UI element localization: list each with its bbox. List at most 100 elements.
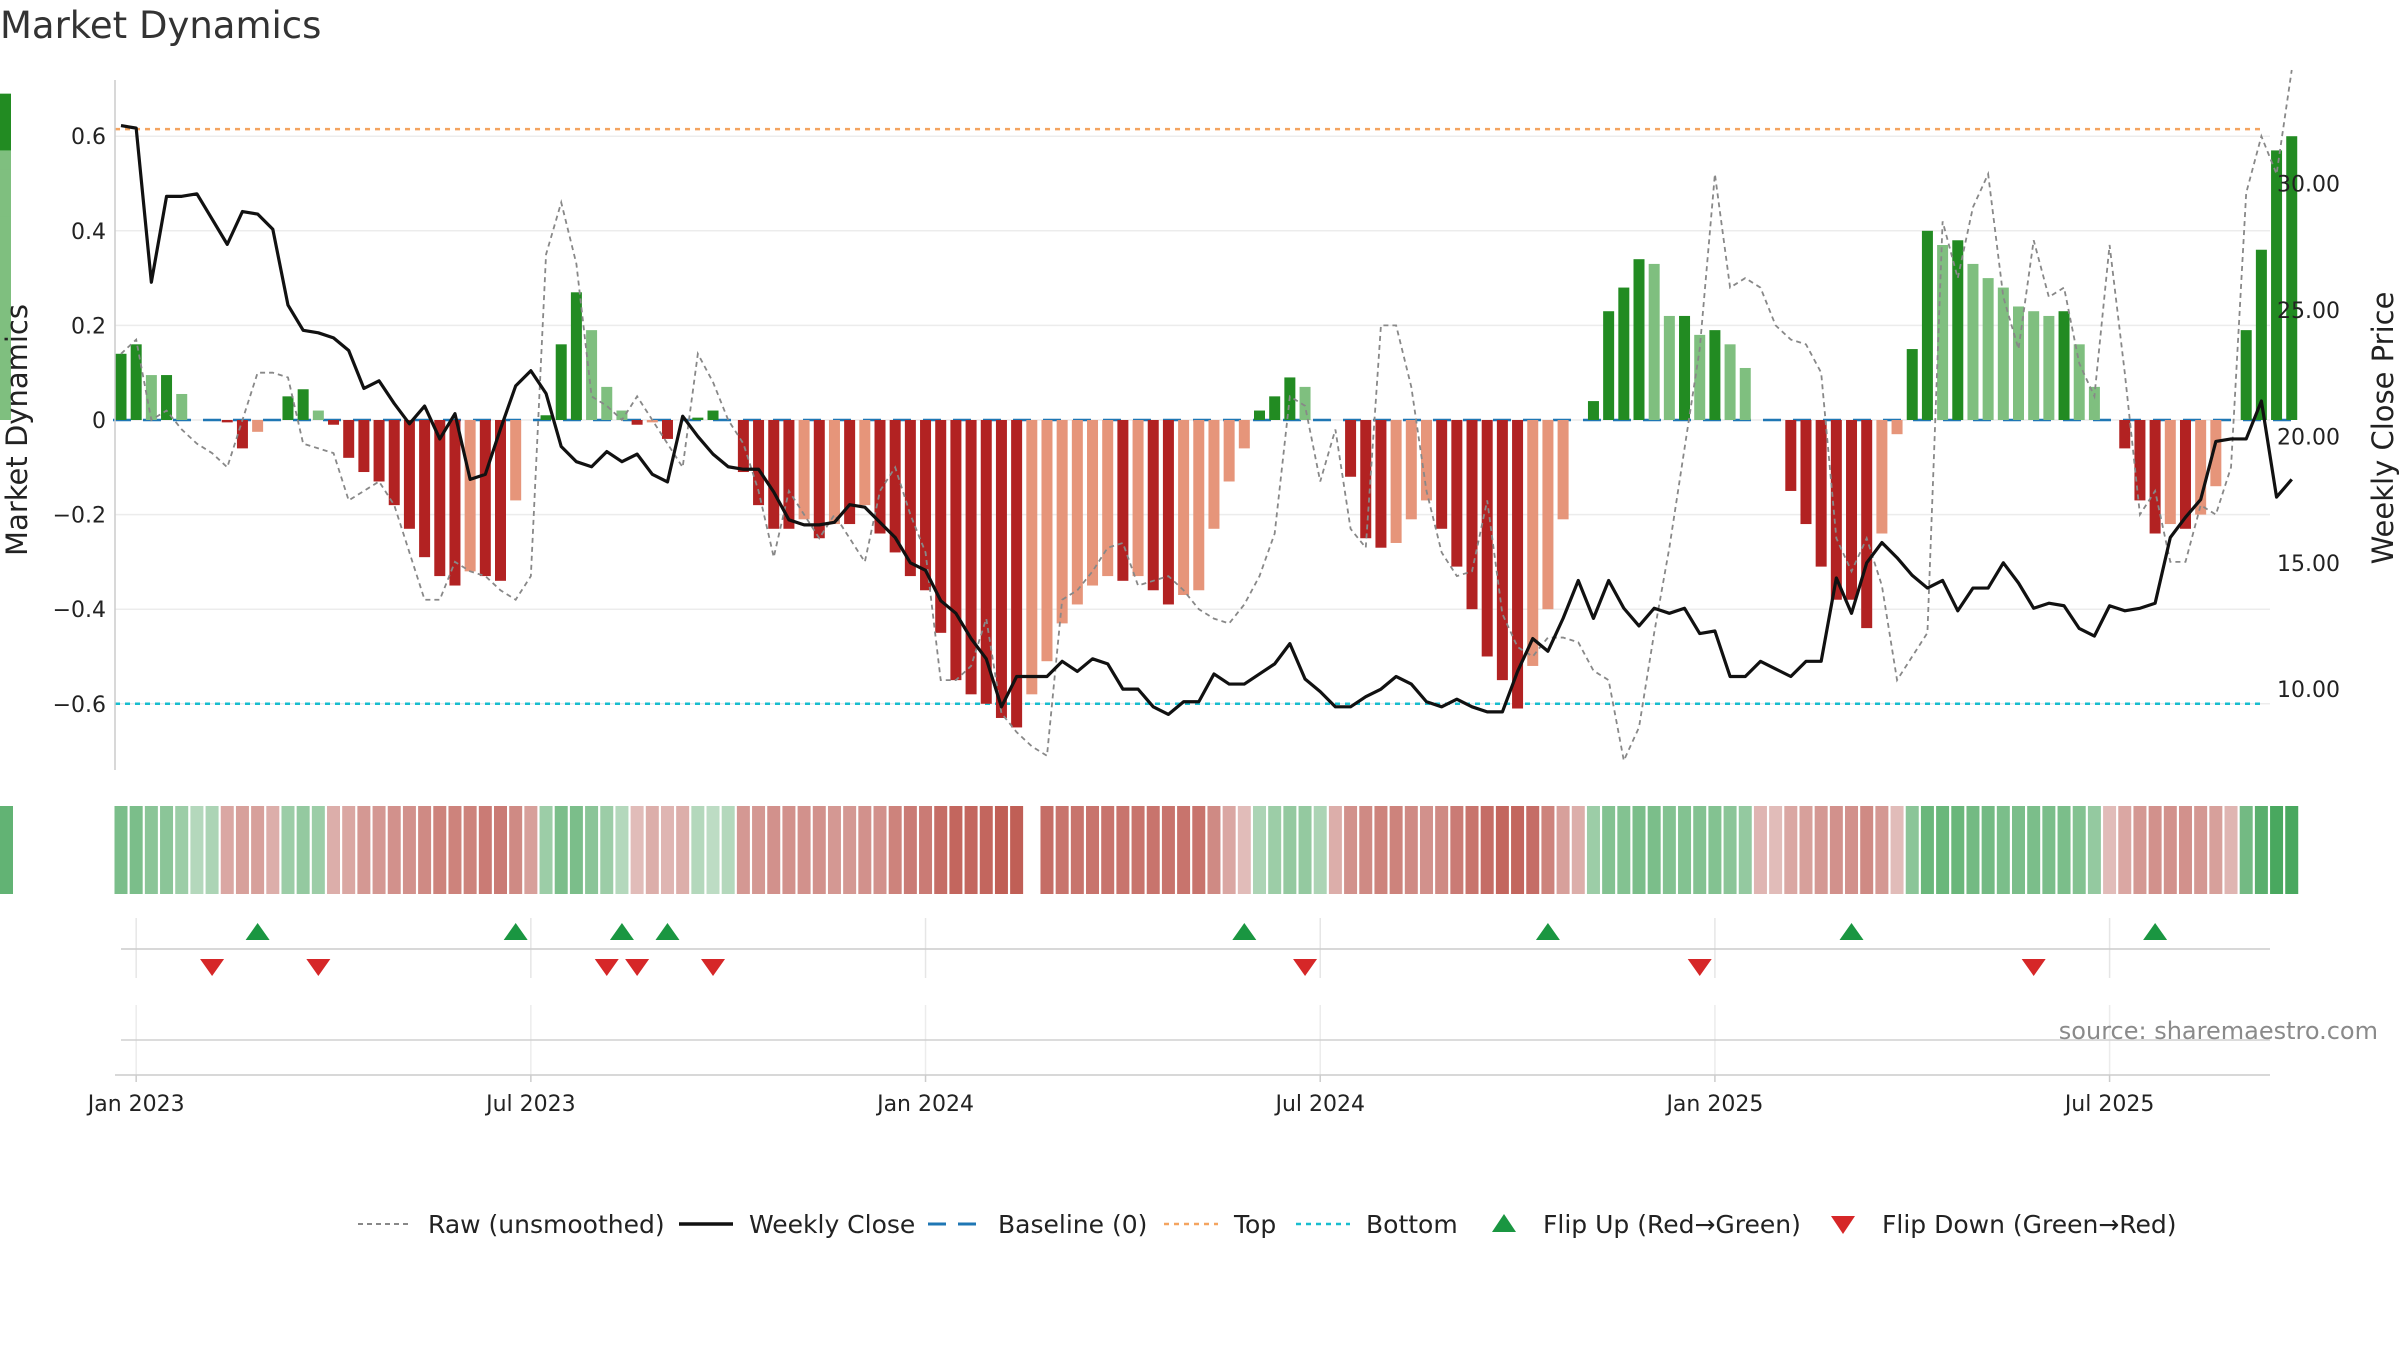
y-tick-label-left: −0.4: [53, 598, 106, 623]
dynamics-bar: [768, 420, 780, 529]
dynamics-bar: [1026, 420, 1038, 695]
regime-cell: [1905, 806, 1919, 894]
dynamics-bar: [920, 420, 932, 591]
flip-up-marker: [503, 923, 528, 940]
regime-cell: [1814, 806, 1828, 894]
dynamics-bar: [737, 420, 749, 473]
flip-up-marker: [2143, 923, 2168, 940]
regime-cell: [2163, 806, 2177, 894]
x-axis: Jan 2023 Jul 2023 Jan 2024 Jul 2024 Jan 2025…: [86, 1075, 2154, 1117]
y-tick-label-right: 25.00: [2277, 299, 2340, 324]
dynamics-bar: [495, 420, 506, 581]
regime-cell: [1055, 806, 1069, 894]
dynamics-bar: [555, 344, 567, 420]
dynamics-bar: [1937, 245, 1949, 420]
regime-cell: [660, 806, 674, 894]
regime-cell: [1966, 806, 1980, 894]
dynamics-bar: [1117, 420, 1129, 581]
flip-up-marker: [1232, 923, 1257, 940]
regime-cell: [615, 806, 629, 894]
regime-cell: [1981, 806, 1995, 894]
dynamics-bar: [1830, 420, 1842, 600]
reference-lines: [113, 127, 2300, 706]
dynamics-bar: [2240, 330, 2252, 420]
regime-cell: [2027, 806, 2041, 894]
legend-label: Bottom: [1366, 1210, 1458, 1239]
dynamics-bar: [1451, 420, 1463, 567]
dynamics-bar: [145, 375, 157, 420]
raw-series-group: [120, 69, 2293, 764]
dynamics-bar: [1921, 230, 1933, 420]
dynamics-bar: [221, 420, 233, 423]
regime-cell: [190, 806, 204, 894]
regime-cell: [494, 806, 507, 894]
regime-cell: [1222, 806, 1236, 894]
regime-cell: [1495, 806, 1509, 894]
regime-cell: [0, 806, 13, 894]
dynamics-bar: [813, 420, 825, 539]
regime-cell: [2254, 806, 2268, 894]
dynamics-bar: [1466, 420, 1478, 610]
dynamics-bar: [1436, 420, 1448, 529]
dynamics-bar: [1162, 420, 1174, 605]
flip-markers-panel: [121, 918, 2270, 978]
dynamics-bar: [1876, 420, 1888, 534]
regime-cell: [2133, 806, 2147, 894]
dynamics-bar: [2255, 249, 2267, 420]
regime-cell: [1753, 806, 1767, 894]
flip-down-marker: [1687, 959, 1712, 976]
legend-swatch-flip-down: [1831, 1216, 1855, 1234]
regime-cell: [1146, 806, 1160, 894]
dynamics-bar: [1147, 420, 1159, 591]
dynamics-bar: [1223, 420, 1235, 482]
dynamics-bar: [2134, 420, 2146, 501]
page-title: Market Dynamics: [0, 4, 322, 47]
regime-cell: [2012, 806, 2025, 894]
dynamics-bar: [1679, 315, 1691, 420]
regime-cell: [418, 806, 432, 894]
regime-cell: [1404, 806, 1418, 894]
regime-cell: [1389, 806, 1403, 894]
dynamics-bar: [449, 420, 461, 586]
dynamics-bar: [1785, 420, 1797, 491]
regime-cell: [1951, 806, 1965, 894]
dynamics-bar: [889, 420, 901, 553]
dynamics-bar: [2028, 311, 2040, 420]
regime-cell: [2209, 806, 2223, 894]
regime-cell: [873, 806, 887, 894]
dynamics-bar: [1132, 420, 1144, 577]
legend-item-flip_up: Flip Up (Red→Green): [1492, 1210, 1801, 1239]
dynamics-bar: [753, 420, 765, 506]
legend-label: Weekly Close: [749, 1210, 915, 1239]
y-tick-label-left: −0.2: [53, 504, 106, 529]
dynamics-bar: [631, 420, 643, 425]
regime-cell: [2285, 806, 2299, 894]
dynamics-bar: [1360, 420, 1372, 539]
dynamics-bar: [935, 420, 947, 633]
regime-cell: [858, 806, 872, 894]
dynamics-bar: [1694, 334, 1706, 420]
bottom-panel: [115, 1005, 2270, 1076]
dynamics-bar: [2195, 420, 2207, 515]
dynamics-bar: [1603, 311, 1615, 420]
regime-cell: [1101, 806, 1115, 894]
regime-cell: [1693, 806, 1707, 894]
regime-cell: [524, 806, 538, 894]
dynamics-bar: [1420, 420, 1432, 501]
regime-cell: [2087, 806, 2101, 894]
regime-cell: [357, 806, 371, 894]
regime-cell: [1647, 806, 1661, 894]
regime-cell: [1253, 806, 1266, 894]
dynamics-bar: [2058, 311, 2070, 420]
dynamics-bar: [1056, 420, 1068, 624]
dynamics-bar: [950, 420, 962, 681]
dynamics-bar: [2210, 420, 2222, 487]
dynamics-bar: [2179, 420, 2191, 529]
dynamics-bar: [373, 420, 385, 482]
x-tick-label: Jan 2023: [86, 1092, 185, 1117]
dynamics-bar: [965, 420, 977, 695]
dynamics-bar: [297, 389, 309, 420]
regime-cell: [827, 806, 841, 894]
dynamics-bar: [1587, 401, 1599, 420]
y-tick-label-left: 0.6: [71, 125, 106, 150]
